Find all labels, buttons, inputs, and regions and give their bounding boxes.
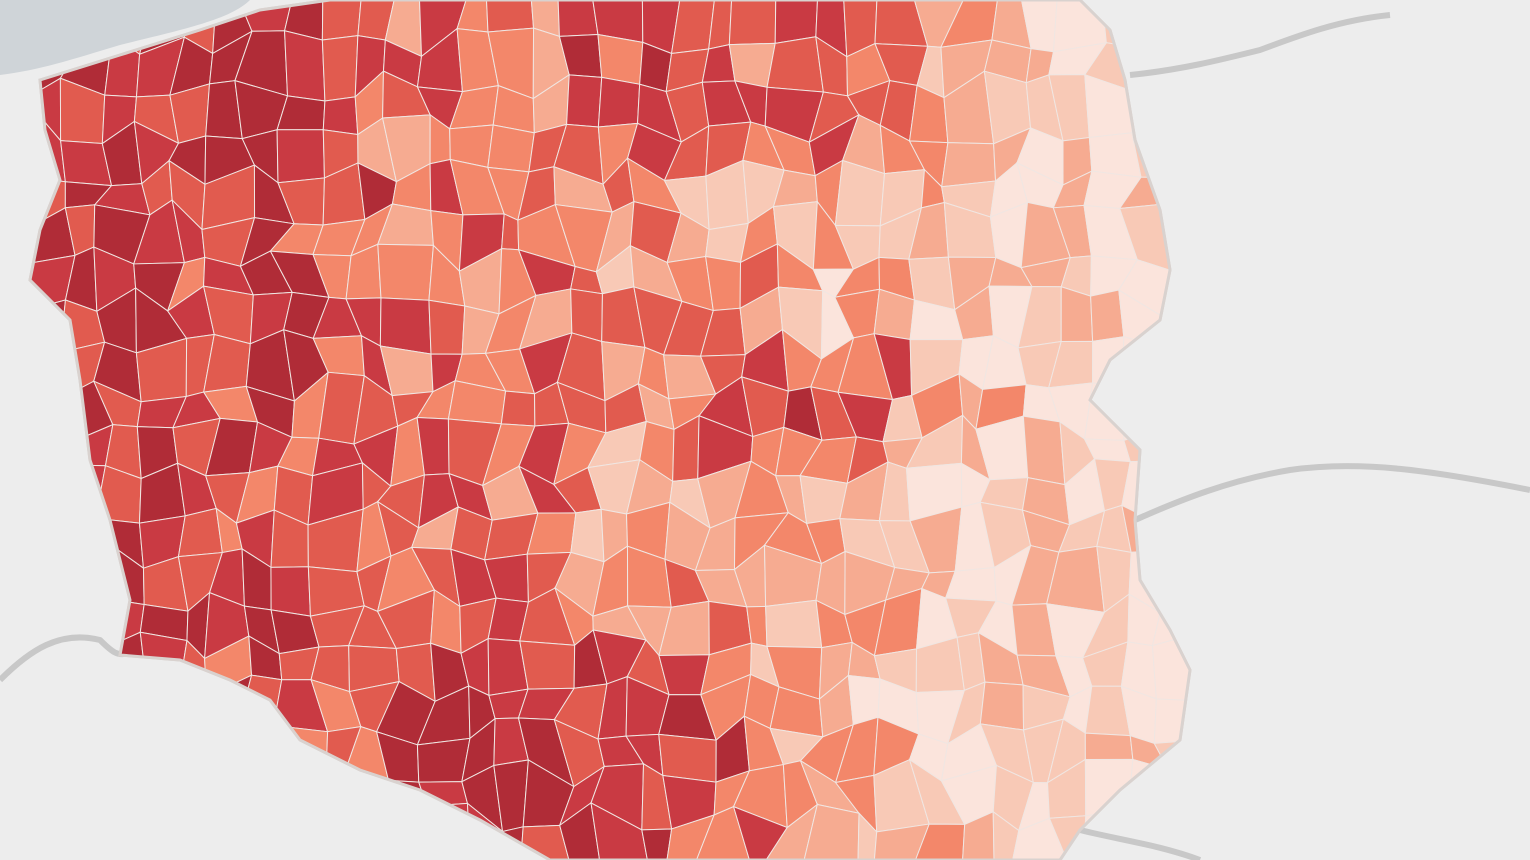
district[interactable]	[914, 823, 966, 860]
border-lithuania	[1129, 12, 1391, 78]
district[interactable]	[766, 36, 824, 93]
district[interactable]	[500, 390, 536, 427]
poland-border	[28, 0, 1192, 860]
district[interactable]	[728, 0, 777, 46]
district[interactable]	[321, 35, 359, 102]
district[interactable]	[666, 814, 715, 860]
district[interactable]	[270, 566, 311, 617]
district[interactable]	[695, 805, 751, 860]
district[interactable]	[322, 96, 359, 136]
district[interactable]	[487, 124, 535, 173]
district[interactable]	[590, 801, 648, 860]
district[interactable]	[416, 737, 471, 783]
district[interactable]	[557, 0, 599, 37]
baltic-sea	[0, 0, 250, 75]
border-ukraine-belarus	[1133, 463, 1530, 523]
district[interactable]	[284, 30, 326, 102]
district[interactable]	[597, 33, 644, 85]
district[interactable]	[501, 213, 520, 251]
district[interactable]	[566, 74, 603, 128]
district[interactable]	[765, 803, 819, 860]
district[interactable]	[732, 805, 788, 860]
district[interactable]	[597, 76, 641, 128]
district[interactable]	[774, 0, 819, 44]
district[interactable]	[1060, 286, 1094, 343]
district[interactable]	[428, 299, 466, 355]
district[interactable]	[519, 640, 576, 690]
district[interactable]	[658, 733, 717, 783]
district[interactable]	[765, 599, 823, 649]
district[interactable]	[1084, 732, 1134, 760]
district[interactable]	[379, 297, 432, 355]
district[interactable]	[962, 810, 995, 860]
district[interactable]	[485, 0, 535, 33]
district[interactable]	[992, 810, 1020, 860]
district[interactable]	[1022, 415, 1066, 486]
district[interactable]	[276, 129, 325, 184]
district[interactable]	[321, 0, 362, 41]
district[interactable]	[641, 828, 673, 860]
district[interactable]	[857, 812, 878, 860]
border-slovakia	[1079, 827, 1202, 860]
district[interactable]	[847, 674, 881, 726]
district[interactable]	[559, 802, 601, 860]
district[interactable]	[873, 823, 930, 860]
district[interactable]	[1090, 289, 1125, 342]
district[interactable]	[979, 681, 1025, 731]
district[interactable]	[377, 243, 434, 301]
district[interactable]	[803, 803, 860, 860]
district[interactable]	[941, 142, 997, 188]
district[interactable]	[177, 507, 223, 558]
